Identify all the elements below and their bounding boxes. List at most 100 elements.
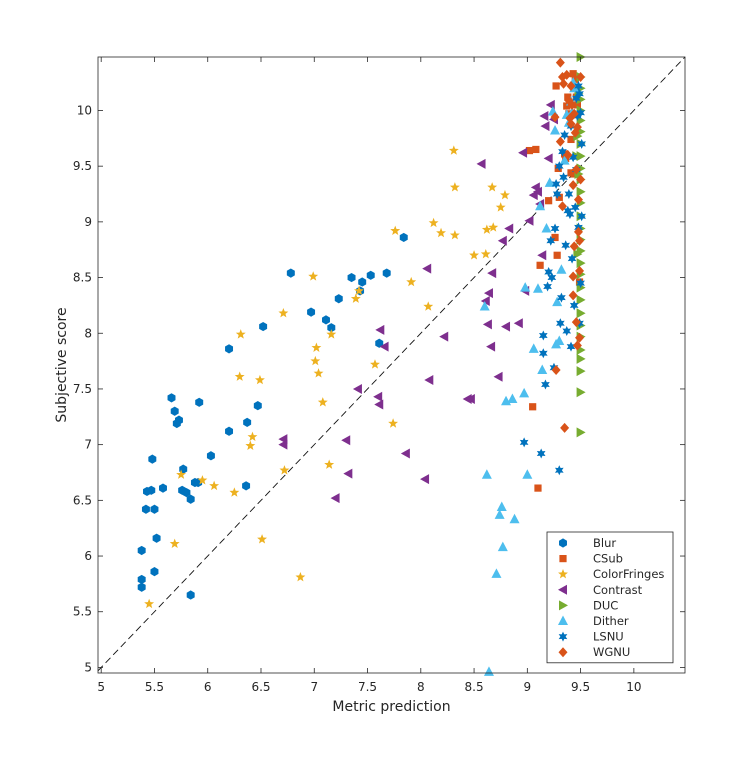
- data-point-dither: [509, 513, 520, 524]
- legend-item-wgnu: WGNU: [558, 645, 630, 659]
- legend-label: Contrast: [593, 583, 643, 597]
- ticks-layer: 5 5.5 6 6.5 7 7.5 8 8.5 9 9.5 10 5 5.5 6 6.5 7 7.5 8 8.5 9 9…: [73, 57, 685, 694]
- x-tick-label: 5: [97, 680, 105, 694]
- data-point-blur: [243, 417, 252, 427]
- data-point-wgnu: [571, 164, 581, 175]
- data-point-dither: [519, 387, 530, 398]
- data-point-duc: [576, 427, 586, 438]
- data-point-csub: [525, 146, 534, 155]
- data-point-contrast: [543, 153, 553, 164]
- data-point-blur: [147, 485, 156, 495]
- data-point-blur: [375, 338, 384, 348]
- data-point-dither: [494, 509, 505, 519]
- data-point-csub: [551, 233, 559, 242]
- legend-marker-contrast: [558, 584, 567, 595]
- data-point-wgnu: [568, 271, 578, 282]
- data-point-csub: [534, 484, 542, 492]
- data-point-contrast: [483, 288, 493, 299]
- data-point-wgnu: [575, 332, 585, 343]
- legend-label: Blur: [593, 536, 616, 550]
- y-tick-label: 5.5: [73, 605, 92, 619]
- data-point-colorfringes: [487, 182, 498, 192]
- data-point-colorfringes: [326, 329, 337, 339]
- legend-marker-colorfringes: [558, 569, 568, 579]
- data-point-colorfringes: [388, 418, 399, 428]
- data-point-colorfringes: [229, 487, 240, 497]
- data-point-contrast: [343, 468, 353, 479]
- data-point-lsnu: [573, 111, 582, 122]
- data-point-blur: [174, 415, 183, 425]
- y-tick-label: 5: [84, 660, 92, 674]
- legend-marker-lsnu: [558, 631, 568, 642]
- data-point-contrast: [465, 393, 475, 404]
- reference-line-layer: [97, 56, 686, 672]
- data-point-csub: [545, 197, 553, 205]
- data-point-blur: [321, 315, 330, 325]
- data-point-duc: [576, 366, 586, 377]
- data-point-contrast: [330, 493, 340, 504]
- x-tick-label: 8: [417, 680, 425, 694]
- legend-marker-wgnu: [558, 647, 568, 658]
- data-point-colorfringes: [308, 271, 319, 281]
- data-point-colorfringes: [488, 222, 499, 232]
- data-point-dither: [520, 282, 531, 292]
- data-point-lsnu: [566, 341, 576, 352]
- x-tick-label: 7.5: [358, 680, 377, 694]
- data-point-blur: [148, 454, 157, 464]
- data-point-lsnu: [536, 448, 546, 459]
- data-point-dither: [497, 541, 508, 552]
- legend-marker-dither: [558, 615, 568, 625]
- x-tick-label: 7: [310, 680, 318, 694]
- data-point-dither: [479, 301, 490, 311]
- data-point-colorfringes: [311, 342, 322, 352]
- data-point-contrast: [341, 435, 351, 446]
- data-point-wgnu: [571, 317, 581, 328]
- legend-label: ColorFringes: [593, 567, 664, 581]
- data-point-colorfringes: [481, 224, 492, 234]
- legend-item-lsnu: LSNU: [558, 630, 624, 644]
- legend-label: CSub: [593, 552, 623, 566]
- data-point-wgnu: [559, 78, 569, 89]
- data-point-contrast: [424, 375, 434, 386]
- data-point-blur: [137, 545, 146, 556]
- data-point-colorfringes: [354, 285, 364, 296]
- legend-label: DUC: [593, 598, 618, 612]
- data-point-contrast: [537, 250, 547, 261]
- data-point-dither: [559, 155, 570, 165]
- data-point-wgnu: [568, 180, 578, 191]
- data-point-blur: [334, 294, 343, 304]
- y-tick-label: 9: [84, 215, 92, 229]
- data-point-csub: [569, 70, 577, 78]
- data-point-contrast: [524, 215, 534, 226]
- data-point-duc: [576, 186, 586, 197]
- data-point-lsnu: [558, 146, 567, 157]
- y-tick-label: 8: [84, 326, 92, 340]
- data-point-dither: [541, 223, 552, 233]
- data-point-contrast: [518, 147, 528, 158]
- data-point-blur: [152, 533, 161, 543]
- data-point-lsnu: [568, 152, 578, 163]
- data-point-blur: [366, 270, 375, 280]
- data-point-blur: [347, 272, 356, 283]
- data-point-colorfringes: [209, 480, 220, 491]
- x-tick-label: 5.5: [145, 680, 164, 694]
- x-tick-label: 9.5: [571, 680, 590, 694]
- data-point-lsnu: [567, 253, 577, 264]
- data-point-lsnu: [576, 278, 585, 289]
- data-point-contrast: [493, 371, 503, 382]
- data-point-csub: [555, 193, 563, 201]
- data-point-blur: [286, 268, 295, 278]
- data-point-csub: [529, 403, 537, 411]
- data-point-lsnu: [556, 318, 565, 329]
- legend-item-dither: Dither: [558, 614, 629, 628]
- data-point-contrast: [379, 341, 389, 352]
- data-point-wgnu: [573, 194, 583, 205]
- data-point-lsnu: [563, 205, 573, 216]
- data-point-lsnu: [577, 138, 586, 149]
- y-tick-label: 7: [84, 438, 92, 452]
- y-tick-label: 9.5: [73, 159, 92, 173]
- data-point-csub: [536, 261, 544, 269]
- data-point-contrast: [373, 391, 383, 402]
